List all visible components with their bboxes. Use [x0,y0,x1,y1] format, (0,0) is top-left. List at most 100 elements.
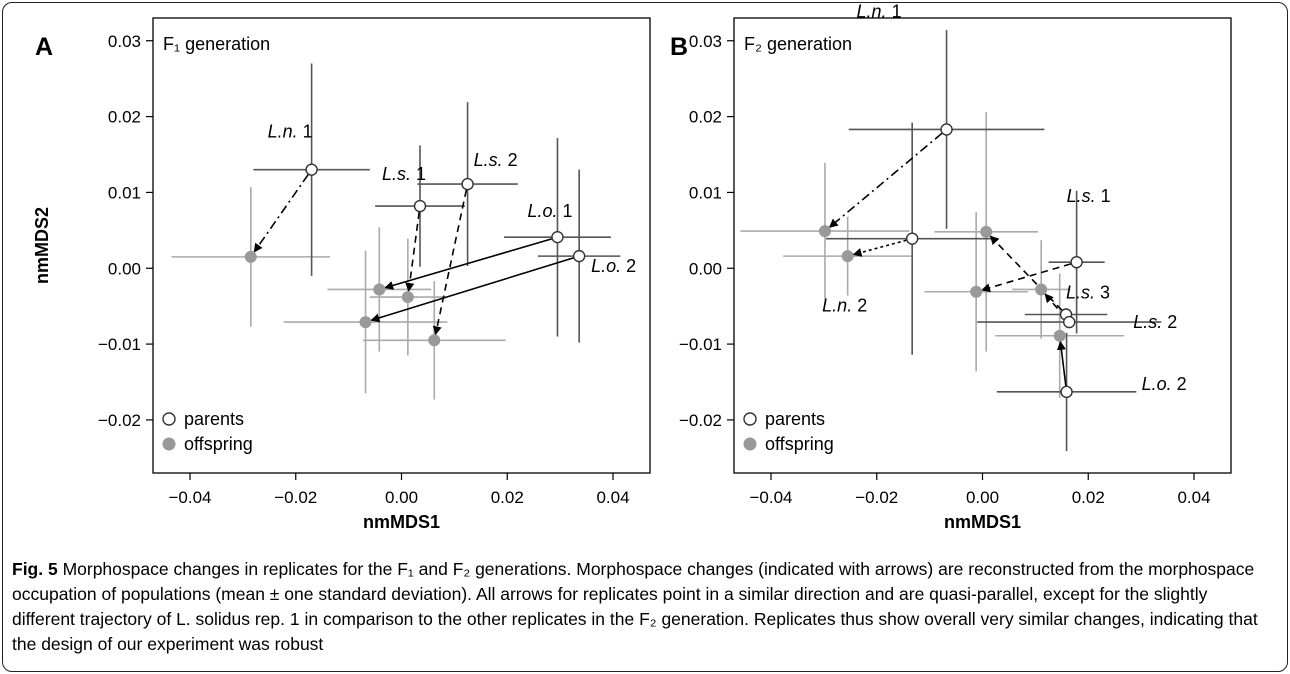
trajectory-arrow [1056,340,1067,387]
y-tick-label: −0.02 [98,411,141,430]
trajectory-arrow [828,132,943,228]
population-label: L.o. 2 [1142,374,1187,394]
population-label: L.o. 1 [527,201,572,221]
legend-parents-marker [162,412,176,426]
population-species: L.o. [527,201,557,221]
x-tick-label: 0.02 [491,488,524,507]
population-species: L.o. [591,256,621,276]
generation-label: F₂ generation [744,34,852,54]
x-axis-label: nmMDS1 [944,512,1021,532]
parent-point [940,123,953,136]
population-species: L.n. [857,1,887,21]
x-tick-label: −0.04 [750,488,793,507]
population-label: L.s. 3 [1066,283,1110,303]
population-label: L.n. 1 [857,1,902,21]
panel-b: B F₂ generation −0.04 −0.02 0.00 0.02 0.04 0.03… [670,1,1232,532]
population-species: L.s. [474,150,503,170]
y-tick-label: 0.03 [108,32,141,51]
population-label: L.s. 2 [1133,312,1177,332]
figure-caption: Fig. 5 Morphospace changes in replicates… [12,557,1274,657]
population-species: L.s. [1067,186,1096,206]
x-tick-label: −0.02 [855,488,898,507]
y-tick-label: 0.01 [108,183,141,202]
trajectory-arrow [432,189,468,336]
trajectory-arrow [989,235,1063,311]
x-tick-label: 0.00 [385,488,418,507]
population-replicate: 2 [503,150,518,170]
y-tick-label: 0.00 [689,259,722,278]
population-replicate: 3 [1095,283,1110,303]
trajectory-arrow [852,239,907,257]
population-replicate: 2 [1162,312,1177,332]
legend-offspring-label: offspring [184,434,253,454]
y-tick-label: −0.02 [679,411,722,430]
figure-svg: A F₁ generation −0.04 −0.02 0.00 0.02 0.04 0.03… [32,1,1232,532]
population-species: L.s. [1133,312,1162,332]
population-replicate: 1 [887,1,902,21]
y-axis-label: nmMDS2 [32,207,52,284]
population-label: L.s. 1 [382,164,426,184]
y-tick-label: 0.02 [108,108,141,127]
parent-point [413,199,427,213]
population-label: L.n. 1 [268,122,313,142]
panel-a: A F₁ generation −0.04 −0.02 0.00 0.02 0.04 0.03… [32,17,651,532]
population-replicate: 1 [411,164,426,184]
population-species: L.s. [382,164,411,184]
trajectory-arrow [981,263,1072,293]
legend-offspring-label: offspring [765,434,834,454]
parent-point [305,163,318,176]
legend-parents-label: parents [765,409,825,429]
legend-parents-marker [743,412,757,426]
x-tick-label: 0.04 [1177,488,1210,507]
panel-letter: B [670,33,688,61]
parent-point [1063,315,1076,329]
offspring-point [970,285,983,298]
y-tick-label: −0.01 [98,335,141,354]
population-replicate: 2 [1172,374,1187,394]
offspring-point [373,283,386,296]
offspring-point [980,225,993,238]
offspring-point [1035,283,1048,296]
legend-offspring-marker [162,437,176,451]
parent-point [1060,385,1073,399]
trajectory-arrow [405,211,421,293]
trajectory-arrow [384,238,552,290]
offspring-point [428,334,441,347]
trajectory-arrow [370,257,574,323]
offspring-point [401,291,414,304]
y-tick-label: 0.02 [689,108,722,127]
x-tick-label: 0.04 [596,488,629,507]
population-label: L.n. 2 [822,296,867,316]
offspring-point [818,225,831,238]
parent-point [551,230,564,244]
offspring-point [244,250,257,263]
offspring-point [1053,329,1066,342]
y-tick-label: 0.03 [689,32,722,51]
x-axis-label: nmMDS1 [363,512,440,532]
y-tick-label: 0.01 [689,183,722,202]
legend-parents-label: parents [184,409,244,429]
population-species: L.s. [1066,283,1095,303]
caption-label: Fig. 5 [12,559,58,579]
x-tick-label: −0.02 [274,488,317,507]
plot-area [733,17,1232,474]
population-label: L.s. 2 [474,150,518,170]
parent-point [572,249,586,263]
parent-point [1070,255,1083,269]
x-tick-label: −0.04 [169,488,212,507]
population-species: L.n. [822,296,852,316]
population-replicate: 1 [1096,186,1111,206]
generation-label: F₁ generation [163,34,270,54]
x-tick-label: 0.00 [966,488,999,507]
population-species: L.o. [1142,374,1172,394]
parent-point [905,232,919,245]
parent-point [461,177,474,191]
trajectory-arrow [253,174,309,253]
population-species: L.n. [268,122,298,142]
population-label: L.s. 1 [1067,186,1111,206]
caption-text: Morphospace changes in replicates for th… [12,559,1258,654]
offspring-point [841,250,854,263]
x-tick-label: 0.02 [1072,488,1105,507]
population-replicate: 1 [558,201,573,221]
